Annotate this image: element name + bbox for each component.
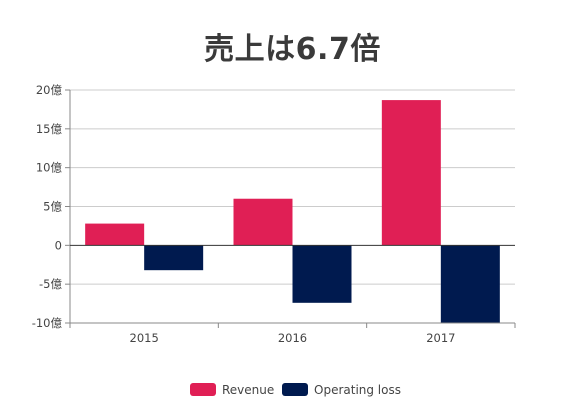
chart-title: 売上は6.7倍 — [204, 32, 381, 67]
bar-operating-loss-2016 — [292, 245, 352, 303]
legend-label: Revenue — [222, 383, 274, 397]
bar-operating-loss-2015 — [144, 245, 204, 271]
x-tick-labels: 2015 2016 2017 — [130, 331, 456, 345]
legend-swatch — [190, 383, 216, 396]
y-tick-label: 15億 — [36, 122, 63, 136]
y-tick-label: 5億 — [43, 200, 62, 214]
y-tick-label: 20億 — [36, 83, 63, 97]
legend-swatch — [282, 383, 308, 396]
y-tick-label: -5億 — [39, 277, 62, 291]
y-tick-label: -10億 — [32, 316, 63, 330]
y-tick-labels: 20億 15億 10億 5億 0 -5億 -10億 — [32, 83, 63, 330]
legend: Revenue Operating loss — [190, 383, 401, 397]
bars — [85, 100, 500, 323]
bar-revenue-2016 — [233, 198, 293, 246]
axes — [65, 89, 516, 328]
bar-revenue-2015 — [85, 223, 145, 246]
x-tick-label: 2017 — [426, 331, 455, 345]
bar-revenue-2017 — [381, 100, 441, 246]
x-tick-label: 2016 — [278, 331, 307, 345]
x-tick-label: 2015 — [130, 331, 159, 345]
y-tick-label: 0 — [55, 238, 62, 252]
y-tick-label: 10億 — [36, 161, 63, 175]
legend-label: Operating loss — [314, 383, 401, 397]
bar-operating-loss-2017 — [440, 245, 500, 323]
